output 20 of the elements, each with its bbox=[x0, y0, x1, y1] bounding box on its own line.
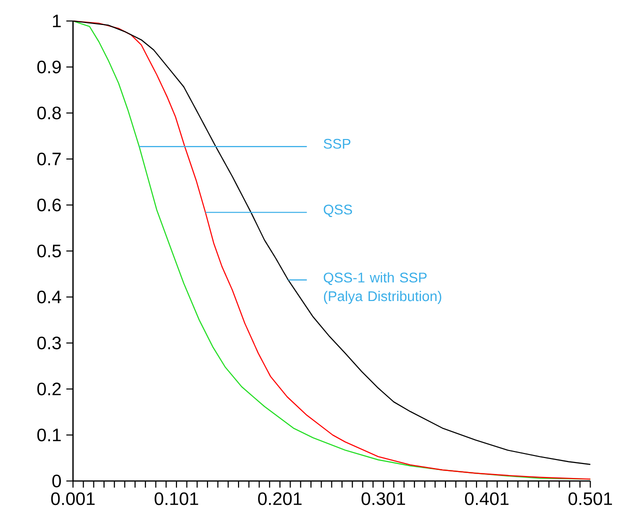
x-tick-label: 0.401 bbox=[465, 492, 508, 506]
annotation: SSP bbox=[324, 138, 350, 149]
x-tick-label: 0.301 bbox=[362, 492, 406, 506]
x-tick-label: 0.201 bbox=[258, 492, 302, 506]
x-tick-label: 0.501 bbox=[568, 492, 612, 506]
annotation: QSS-1 with SSP (Palya Distribution) bbox=[324, 272, 442, 304]
annotation: QSS bbox=[324, 204, 352, 218]
x-tick-label: 0.001 bbox=[51, 492, 95, 506]
y-tick-label: 0.3 bbox=[37, 336, 61, 350]
y-tick-label: 0.8 bbox=[37, 106, 61, 120]
x-tick-label: 0.101 bbox=[154, 492, 198, 506]
y-tick-label: 0.2 bbox=[37, 382, 61, 396]
y-tick-label: 1 bbox=[52, 14, 61, 28]
y-tick-label: 0 bbox=[52, 474, 61, 488]
y-tick-label: 0.6 bbox=[37, 198, 61, 212]
y-tick-label: 0.5 bbox=[37, 244, 61, 258]
y-tick-label: 0.7 bbox=[37, 152, 61, 166]
y-tick-label: 0.1 bbox=[37, 428, 61, 442]
y-tick-label: 0.9 bbox=[37, 60, 61, 74]
y-tick-label: 0.4 bbox=[37, 290, 62, 304]
